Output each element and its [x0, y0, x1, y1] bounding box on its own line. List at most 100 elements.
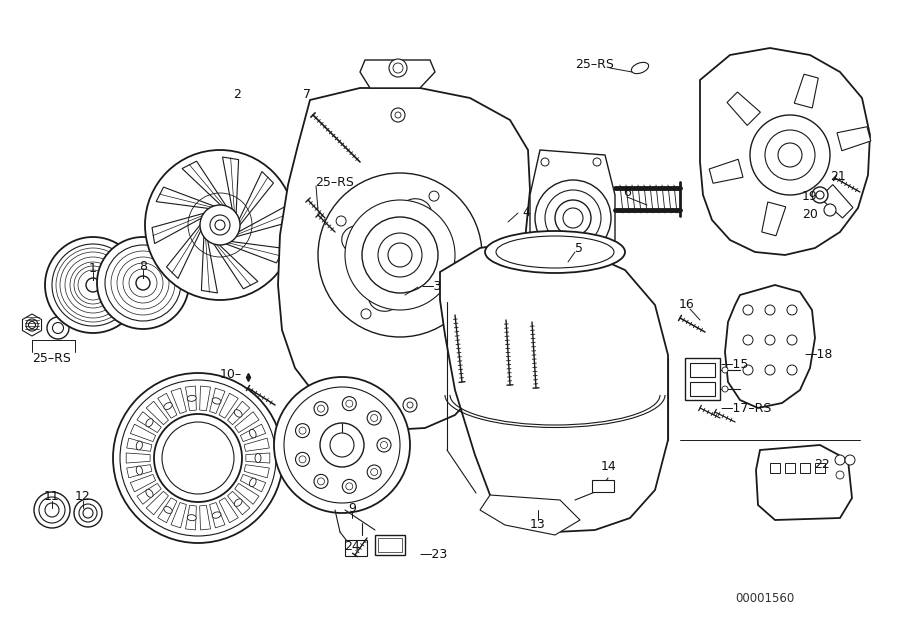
- Polygon shape: [202, 233, 218, 293]
- Circle shape: [541, 158, 549, 166]
- Text: —23: —23: [419, 549, 447, 561]
- Ellipse shape: [86, 278, 100, 292]
- Circle shape: [113, 373, 283, 543]
- Circle shape: [722, 367, 728, 373]
- Polygon shape: [756, 445, 852, 520]
- Text: 20: 20: [802, 208, 818, 222]
- Ellipse shape: [249, 429, 256, 438]
- Bar: [685, 358, 720, 400]
- Circle shape: [154, 414, 242, 502]
- Polygon shape: [440, 240, 668, 532]
- Polygon shape: [761, 202, 786, 236]
- Text: 2: 2: [233, 88, 241, 102]
- Circle shape: [765, 365, 775, 375]
- Text: 21: 21: [830, 170, 846, 182]
- Circle shape: [765, 335, 775, 345]
- Ellipse shape: [164, 403, 172, 410]
- Polygon shape: [158, 498, 177, 523]
- Polygon shape: [700, 48, 870, 255]
- Polygon shape: [530, 150, 615, 282]
- Polygon shape: [480, 495, 580, 535]
- Ellipse shape: [632, 62, 649, 74]
- Text: 9: 9: [348, 502, 356, 514]
- Polygon shape: [240, 474, 266, 492]
- Text: 25–RS: 25–RS: [575, 58, 614, 72]
- Polygon shape: [146, 491, 168, 515]
- Polygon shape: [210, 388, 225, 413]
- Polygon shape: [219, 498, 238, 523]
- Text: —18: —18: [804, 349, 833, 361]
- Ellipse shape: [234, 410, 242, 417]
- Circle shape: [295, 452, 310, 466]
- Circle shape: [200, 205, 240, 245]
- Bar: [378, 538, 402, 552]
- Text: 25–RS: 25–RS: [315, 175, 354, 189]
- Polygon shape: [210, 502, 225, 528]
- Circle shape: [83, 508, 93, 518]
- Circle shape: [845, 455, 855, 465]
- Polygon shape: [278, 88, 530, 430]
- Ellipse shape: [187, 514, 196, 521]
- Bar: [592, 480, 614, 492]
- Circle shape: [320, 423, 364, 467]
- Polygon shape: [127, 465, 152, 478]
- Text: 10–: 10–: [220, 368, 242, 382]
- Text: 24: 24: [344, 540, 360, 554]
- Text: 8: 8: [139, 260, 147, 272]
- Polygon shape: [22, 314, 41, 336]
- Circle shape: [787, 335, 797, 345]
- Polygon shape: [158, 393, 177, 418]
- Text: —3: —3: [421, 281, 441, 293]
- Ellipse shape: [146, 489, 153, 497]
- Ellipse shape: [212, 398, 220, 404]
- Polygon shape: [228, 401, 250, 425]
- Polygon shape: [200, 505, 211, 530]
- Ellipse shape: [212, 512, 220, 518]
- Polygon shape: [157, 187, 217, 209]
- Circle shape: [314, 401, 328, 416]
- Text: —17–RS: —17–RS: [720, 401, 771, 415]
- Text: —15: —15: [720, 359, 749, 371]
- Polygon shape: [244, 438, 269, 451]
- Polygon shape: [794, 74, 818, 108]
- Polygon shape: [244, 465, 269, 478]
- Circle shape: [593, 158, 601, 166]
- Ellipse shape: [249, 478, 256, 486]
- Polygon shape: [171, 502, 186, 528]
- Circle shape: [824, 204, 836, 216]
- Polygon shape: [228, 491, 250, 515]
- Circle shape: [342, 397, 356, 411]
- Circle shape: [336, 216, 346, 226]
- Text: 13: 13: [530, 518, 546, 530]
- Text: 16: 16: [679, 298, 695, 312]
- Ellipse shape: [45, 237, 141, 333]
- Polygon shape: [152, 212, 207, 244]
- Circle shape: [454, 284, 464, 294]
- Polygon shape: [185, 505, 196, 530]
- Circle shape: [743, 365, 753, 375]
- Ellipse shape: [255, 453, 261, 462]
- Circle shape: [545, 190, 601, 246]
- Bar: [690, 363, 715, 377]
- Ellipse shape: [146, 418, 153, 427]
- Circle shape: [342, 479, 356, 493]
- Polygon shape: [725, 285, 815, 408]
- Polygon shape: [246, 453, 270, 463]
- Polygon shape: [212, 241, 258, 289]
- Text: 12: 12: [75, 490, 91, 504]
- Polygon shape: [166, 222, 202, 279]
- Polygon shape: [137, 411, 161, 432]
- Ellipse shape: [485, 231, 625, 273]
- Circle shape: [389, 59, 407, 77]
- Polygon shape: [146, 401, 168, 425]
- Circle shape: [361, 309, 371, 319]
- Polygon shape: [360, 60, 435, 88]
- Circle shape: [836, 471, 844, 479]
- Circle shape: [318, 173, 482, 337]
- Ellipse shape: [97, 237, 189, 329]
- Bar: [770, 463, 780, 473]
- Polygon shape: [235, 483, 259, 504]
- Circle shape: [787, 365, 797, 375]
- Text: 5: 5: [575, 241, 583, 255]
- Text: 7: 7: [303, 88, 311, 102]
